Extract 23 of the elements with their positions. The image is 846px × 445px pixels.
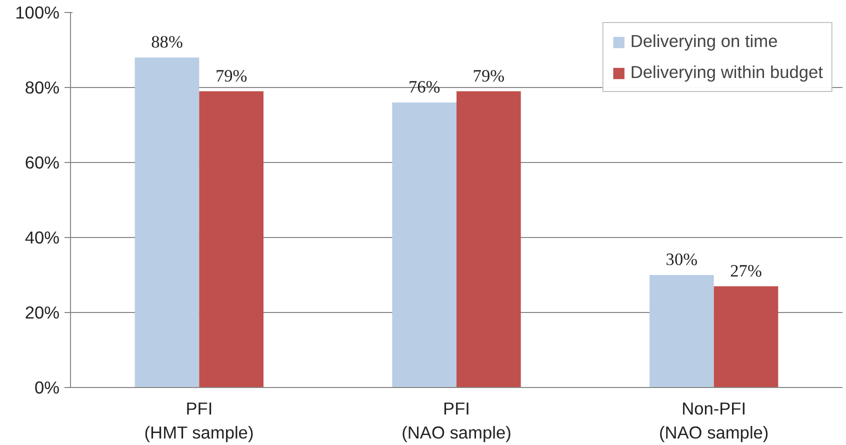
bar: [134, 58, 200, 388]
data-label: 79%: [472, 66, 505, 86]
legend-label: Deliverying on time: [630, 31, 778, 52]
bar: [392, 102, 456, 388]
data-label: 27%: [730, 261, 762, 280]
data-label: 30%: [666, 250, 698, 269]
x-tick-label: PFI (NAO sample): [402, 398, 512, 442]
bar: [199, 91, 264, 388]
data-label: 76%: [408, 78, 440, 96]
y-tick-label: 0%: [34, 378, 60, 398]
y-tick-label: 80%: [24, 78, 60, 98]
y-tick-label: 60%: [24, 152, 60, 172]
y-tick-label: 40%: [24, 228, 60, 248]
bar: [456, 91, 521, 388]
data-label: 88%: [151, 32, 183, 52]
data-label: 79%: [215, 66, 248, 86]
x-tick-label: PFI (HMT sample): [144, 398, 254, 442]
bar: [650, 275, 714, 388]
y-tick-label: 100%: [15, 2, 60, 22]
bar: [714, 286, 778, 388]
legend-label: Deliverying within budget: [630, 62, 823, 83]
y-tick-label: 20%: [24, 302, 60, 322]
x-tick-label: Non-PFI (NAO sample): [658, 398, 769, 442]
